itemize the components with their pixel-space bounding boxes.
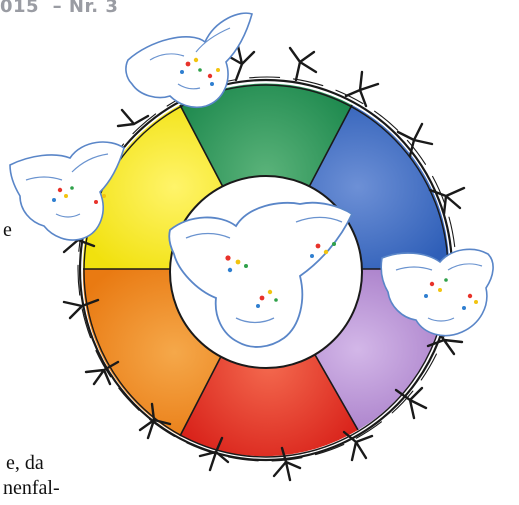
- flower-dots: [52, 57, 478, 310]
- dove-left: [9, 141, 125, 241]
- text-fragment-nenfal: nenfal-: [3, 477, 60, 499]
- dove-top: [125, 12, 253, 109]
- text-fragment-e: e: [3, 219, 12, 241]
- text-fragment-da: e, da: [6, 452, 44, 474]
- issue-label: 015 – Nr. 3: [0, 0, 119, 17]
- dove-center: [168, 201, 354, 348]
- dove-right: [380, 248, 494, 337]
